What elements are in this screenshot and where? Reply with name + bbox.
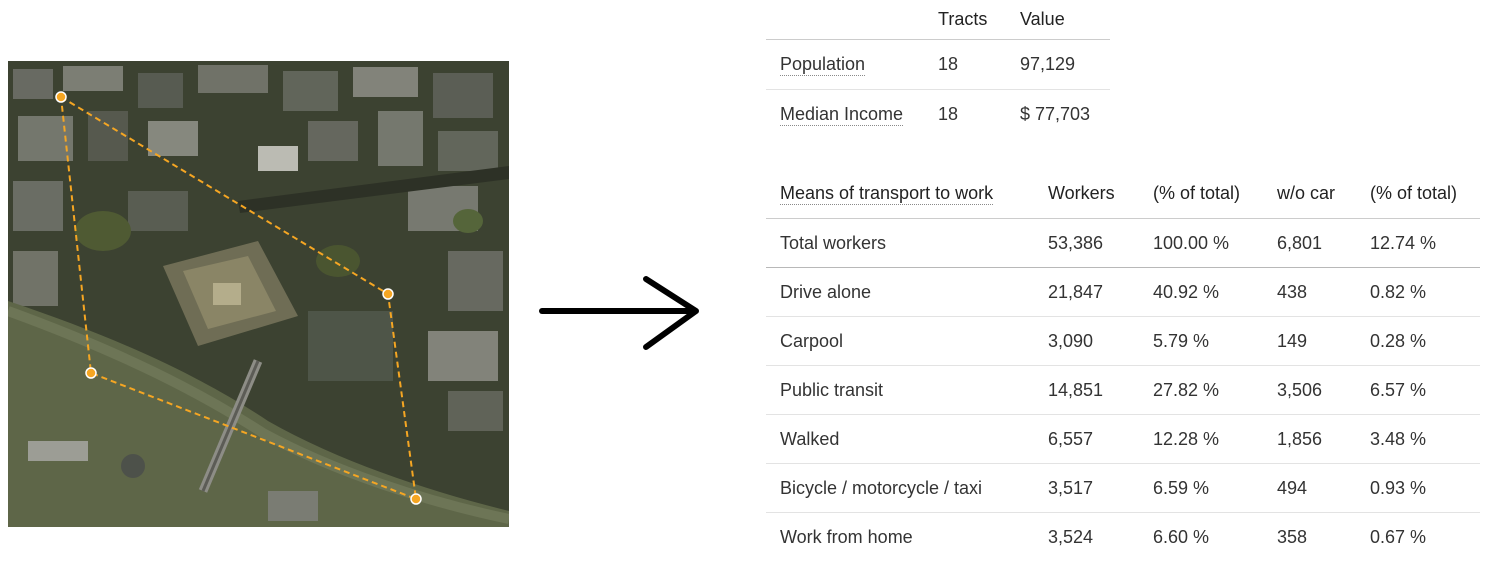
summary-table: Tracts Value Population 18 97,129 Median… bbox=[766, 0, 1110, 139]
header-wo-car: w/o car bbox=[1277, 168, 1370, 219]
row-label: Carpool bbox=[766, 316, 1048, 366]
wo-car-cell: 358 bbox=[1277, 526, 1308, 547]
median-income-label[interactable]: Median Income bbox=[766, 90, 938, 140]
table-row: Total workers 53,386 100.00 % 6,801 12.7… bbox=[766, 218, 1480, 268]
selection-polygon bbox=[59, 95, 418, 501]
row-label: Drive alone bbox=[766, 267, 1048, 317]
wo-car-cell: 494 bbox=[1277, 463, 1370, 513]
wo-car-pct-cell: 3.48 % bbox=[1370, 414, 1480, 464]
tracts-cell: 18 bbox=[938, 104, 959, 124]
transport-header-row: Means of transport to work Workers (% of… bbox=[766, 168, 1480, 219]
wo-car-pct-cell: 0.67 % bbox=[1370, 526, 1427, 547]
table-row: Walked 6,557 12.28 % 1,856 3.48 % bbox=[766, 414, 1480, 464]
workers-cell: 53,386 bbox=[1048, 218, 1153, 268]
population-term[interactable]: Population bbox=[780, 54, 866, 76]
tracts-cell: 18 bbox=[938, 39, 1020, 90]
median-income-term[interactable]: Median Income bbox=[780, 104, 904, 126]
wo-car-pct-cell: 0.82 % bbox=[1370, 267, 1480, 317]
polygon-vertex bbox=[55, 91, 67, 103]
table-row: Population 18 97,129 bbox=[766, 39, 1110, 90]
summary-header-row: Tracts Value bbox=[766, 0, 1110, 40]
means-of-transport-term[interactable]: Means of transport to work bbox=[780, 182, 994, 205]
wo-car-cell: 3,506 bbox=[1277, 365, 1370, 415]
pct-cell: 40.92 % bbox=[1153, 267, 1277, 317]
table-row: Public transit 14,851 27.82 % 3,506 6.57… bbox=[766, 365, 1480, 415]
value-cell: $ 77,703 bbox=[1020, 104, 1091, 124]
pct-cell: 12.28 % bbox=[1153, 414, 1277, 464]
wo-car-cell: 1,856 bbox=[1277, 414, 1370, 464]
workers-cell: 14,851 bbox=[1048, 365, 1153, 415]
table-row: Work from home 3,524 6.60 % 358 0.67 % bbox=[766, 513, 1480, 562]
header-wo-car-pct: (% of total) bbox=[1370, 168, 1480, 219]
transport-table: Means of transport to work Workers (% of… bbox=[766, 168, 1480, 561]
header-value: Value bbox=[1020, 0, 1110, 40]
header-label bbox=[766, 0, 938, 40]
wo-car-pct-cell: 12.74 % bbox=[1370, 218, 1480, 268]
row-label: Public transit bbox=[766, 365, 1048, 415]
polygon-vertex bbox=[85, 367, 97, 379]
table-row: Bicycle / motorcycle / taxi 3,517 6.59 %… bbox=[766, 463, 1480, 513]
workers-cell: 3,524 bbox=[1048, 526, 1094, 547]
header-tracts: Tracts bbox=[938, 0, 1020, 40]
header-means[interactable]: Means of transport to work bbox=[766, 168, 1048, 219]
value-cell: 97,129 bbox=[1020, 39, 1110, 90]
pct-cell: 100.00 % bbox=[1153, 218, 1277, 268]
pct-cell: 5.79 % bbox=[1153, 316, 1277, 366]
row-label: Bicycle / motorcycle / taxi bbox=[766, 463, 1048, 513]
workers-cell: 6,557 bbox=[1048, 414, 1153, 464]
population-label[interactable]: Population bbox=[766, 39, 938, 90]
wo-car-cell: 438 bbox=[1277, 267, 1370, 317]
row-label: Work from home bbox=[780, 526, 913, 547]
pct-cell: 27.82 % bbox=[1153, 365, 1277, 415]
wo-car-cell: 149 bbox=[1277, 316, 1370, 366]
pct-cell: 6.60 % bbox=[1153, 526, 1210, 547]
workers-cell: 3,517 bbox=[1048, 463, 1153, 513]
wo-car-pct-cell: 0.93 % bbox=[1370, 463, 1480, 513]
wo-car-pct-cell: 0.28 % bbox=[1370, 316, 1480, 366]
wo-car-pct-cell: 6.57 % bbox=[1370, 365, 1480, 415]
workers-cell: 3,090 bbox=[1048, 316, 1153, 366]
workers-cell: 21,847 bbox=[1048, 267, 1153, 317]
header-workers: Workers bbox=[1048, 168, 1153, 219]
wo-car-cell: 6,801 bbox=[1277, 218, 1370, 268]
polygon-vertex bbox=[382, 288, 394, 300]
polygon-vertex bbox=[410, 493, 422, 505]
satellite-map[interactable] bbox=[8, 61, 509, 527]
table-row: Drive alone 21,847 40.92 % 438 0.82 % bbox=[766, 267, 1480, 317]
row-label: Total workers bbox=[766, 218, 1048, 268]
table-row: Median Income 18 $ 77,703 bbox=[766, 90, 1110, 140]
right-arrow-icon bbox=[539, 276, 699, 350]
map-imagery bbox=[8, 61, 509, 527]
pct-cell: 6.59 % bbox=[1153, 463, 1277, 513]
table-row: Carpool 3,090 5.79 % 149 0.28 % bbox=[766, 316, 1480, 366]
header-pct: (% of total) bbox=[1153, 168, 1277, 219]
row-label: Walked bbox=[766, 414, 1048, 464]
